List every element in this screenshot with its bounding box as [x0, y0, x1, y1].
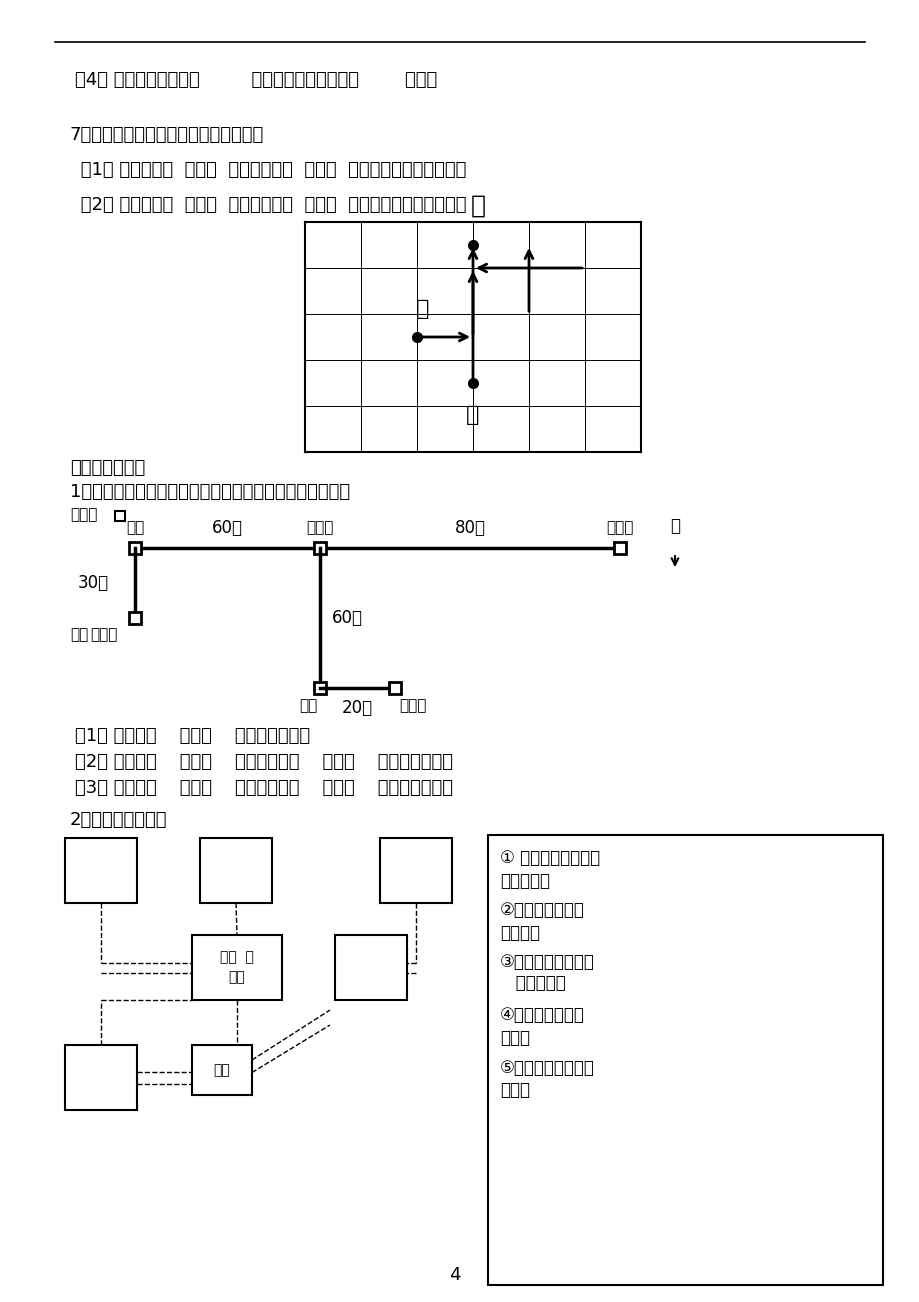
Text: 🐌: 🐌: [415, 299, 429, 319]
Text: 二、解决问题：: 二、解决问题：: [70, 460, 145, 477]
Text: （4） 小猫住在小狗的（         ）面，住在小松鼠的（        ）面。: （4） 小猫住在小狗的（ ）面，住在小松鼠的（ ）面。: [75, 72, 437, 89]
Text: （1） 奇奇向（    ）走（    ）米到电影院。: （1） 奇奇向（ ）走（ ）米到电影院。: [75, 727, 310, 745]
Text: 2、根据描述填图。: 2、根据描述填图。: [70, 811, 167, 829]
Text: 大门: 大门: [213, 1062, 230, 1077]
Bar: [335, 935, 406, 1000]
Bar: [65, 838, 137, 904]
Text: 🦗: 🦗: [471, 194, 485, 217]
Text: 皮皮家: 皮皮家: [90, 628, 118, 642]
Text: 30米: 30米: [77, 574, 108, 592]
Text: ②熊猫馆在小树林: ②熊猫馆在小树林: [499, 901, 584, 919]
Text: 🐜: 🐜: [466, 405, 479, 426]
Text: 电影院: 电影院: [306, 521, 334, 535]
Text: （2） 格格向（    ）走（    ）米，再向（    ）走（    ）米到电影院。: （2） 格格向（ ）走（ ）米，再向（ ）走（ ）米到电影院。: [75, 753, 452, 771]
Text: 北: 北: [669, 517, 679, 535]
Text: （1） 蜗牛先向（  ）走（  ）米，再向（  ）走（  ）米，就到达甲壳虫家。: （1） 蜗牛先向（ ）走（ ）米，再向（ ）走（ ）米，就到达甲壳虫家。: [75, 161, 466, 178]
Text: 4: 4: [448, 1266, 460, 1284]
Text: 图：: 图：: [70, 628, 88, 642]
Text: 图标  小: 图标 小: [220, 950, 254, 965]
Text: 的东北角；: 的东北角；: [499, 872, 550, 891]
Bar: [115, 510, 125, 521]
Bar: [487, 835, 882, 1285]
Text: ③海底世界在小树林: ③海底世界在小树林: [499, 953, 595, 971]
Text: 的东面；: 的东面；: [499, 924, 539, 943]
Text: 20米: 20米: [342, 699, 373, 717]
Text: 7、蜗牛要和蚂蚁一起去甲壳虫家作客。: 7、蜗牛要和蚂蚁一起去甲壳虫家作客。: [70, 126, 264, 145]
Text: 树林: 树林: [229, 970, 245, 984]
Text: 邮局: 邮局: [126, 521, 144, 535]
Text: 书店: 书店: [299, 698, 317, 713]
Bar: [380, 838, 451, 904]
Text: 的西南角；: 的西南角；: [499, 974, 565, 992]
Bar: [192, 1046, 252, 1095]
Text: ① 鸟的天堂在小树林: ① 鸟的天堂在小树林: [499, 849, 599, 867]
Text: 北角。: 北角。: [499, 1081, 529, 1099]
Bar: [199, 838, 272, 904]
Text: 北面；: 北面；: [499, 1029, 529, 1047]
Text: 图标：: 图标：: [70, 508, 97, 522]
Text: 1、三个小朋友都从家里去看电影，请你根据下图填一填。: 1、三个小朋友都从家里去看电影，请你根据下图填一填。: [70, 483, 350, 501]
Text: （2） 蚂蚁先向（  ）走（  ）米，再向（  ）走（  ）米，就到达甲壳虫家。: （2） 蚂蚁先向（ ）走（ ）米，再向（ ）走（ ）米，就到达甲壳虫家。: [75, 197, 466, 214]
Text: 60米: 60米: [332, 609, 363, 628]
Text: 80米: 80米: [454, 519, 485, 536]
Text: 60米: 60米: [211, 519, 243, 536]
Text: ④猴山在小树林的: ④猴山在小树林的: [499, 1006, 584, 1023]
Text: 格格家: 格格家: [399, 698, 425, 713]
Bar: [192, 935, 282, 1000]
Text: （3） 皮皮向（    ）走（    ）米，再向（    ）走（    ）米到电影院。: （3） 皮皮向（ ）走（ ）米，再向（ ）走（ ）米到电影院。: [75, 779, 452, 797]
Bar: [65, 1046, 137, 1111]
Text: 奇奇家: 奇奇家: [606, 521, 633, 535]
Text: ⑤虎山在小树林的西: ⑤虎山在小树林的西: [499, 1059, 595, 1077]
